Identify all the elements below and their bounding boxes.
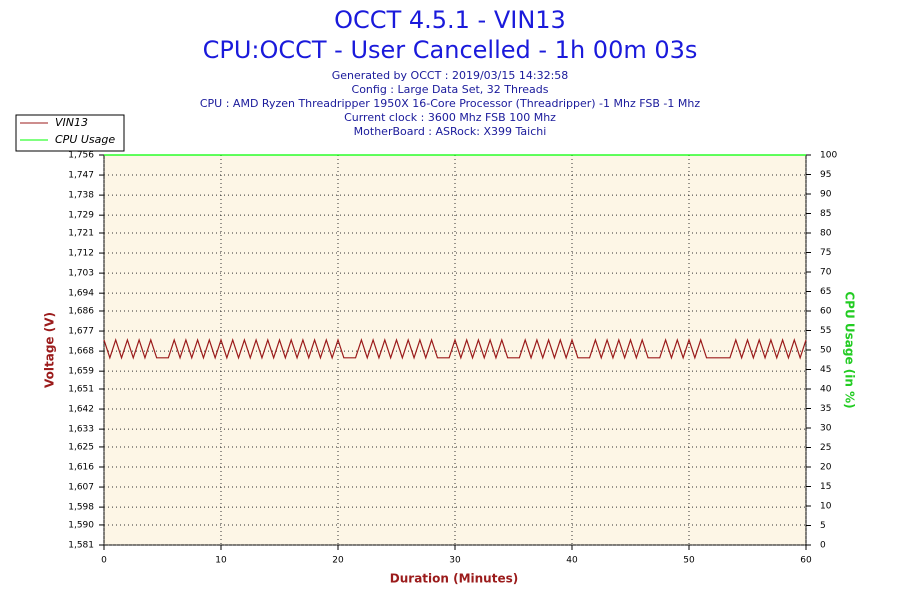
y2-tick-label: 55	[820, 326, 831, 336]
x-tick-label: 40	[566, 556, 578, 566]
y2-tick-label: 80	[820, 229, 832, 239]
y2-tick-label: 25	[820, 443, 831, 453]
info-line: Current clock : 3600 Mhz FSB 100 Mhz	[344, 111, 556, 124]
y2-tick-label: 15	[820, 482, 831, 492]
legend-label: CPU Usage	[55, 133, 115, 146]
y2-tick-label: 60	[820, 307, 832, 317]
info: Generated by OCCT : 2019/03/15 14:32:58C…	[200, 69, 700, 138]
y2-tick-label: 70	[820, 268, 832, 278]
axes: 1,581 1,590 1,598 1,607 1,616 1,625 1,633 1,642…	[68, 151, 837, 566]
y-tick-label: 1,642	[68, 405, 94, 415]
y-tick-label: 1,756	[68, 151, 94, 161]
plot-area	[103, 154, 807, 546]
y2-tick-label: 50	[820, 346, 832, 356]
y2-axis-label: CPU Usage (in %)	[843, 291, 857, 408]
y2-tick-label: 40	[820, 385, 832, 395]
y-tick-label: 1,694	[68, 289, 94, 299]
y-tick-label: 1,598	[68, 503, 94, 513]
info-line: MotherBoard : ASRock: X399 Taichi	[354, 125, 547, 138]
x-tick-label: 0	[101, 556, 107, 566]
y2-tick-label: 90	[820, 190, 832, 200]
y-tick-label: 1,721	[68, 229, 94, 239]
y-tick-label: 1,633	[68, 425, 94, 435]
x-tick-label: 50	[683, 556, 695, 566]
y-tick-label: 1,703	[68, 269, 94, 279]
y2-tick-label: 100	[820, 151, 837, 161]
y2-tick-label: 0	[820, 541, 826, 551]
y-tick-label: 1,712	[68, 249, 94, 259]
series-line	[103, 338, 807, 360]
y-tick-label: 1,625	[68, 442, 94, 452]
y-tick-label: 1,738	[68, 191, 94, 201]
info-line: Generated by OCCT : 2019/03/15 14:32:58	[332, 69, 569, 82]
grid	[103, 154, 807, 546]
legend-label: VIN13	[55, 116, 88, 129]
y2-tick-label: 10	[820, 502, 832, 512]
info-line: CPU : AMD Ryzen Threadripper 1950X 16-Co…	[200, 97, 700, 110]
y-tick-label: 1,659	[68, 367, 94, 377]
y2-tick-label: 35	[820, 404, 831, 414]
y-tick-label: 1,686	[68, 307, 94, 317]
y2-tick-label: 95	[820, 170, 831, 180]
y2-tick-label: 45	[820, 365, 831, 375]
y-tick-label: 1,668	[68, 347, 94, 357]
y2-tick-label: 30	[820, 424, 832, 434]
y-tick-label: 1,616	[68, 463, 94, 473]
y2-tick-label: 75	[820, 248, 831, 258]
legend: VIN13 CPU Usage	[15, 114, 125, 152]
x-tick-label: 20	[332, 556, 344, 566]
x-axis-label: Duration (Minutes)	[390, 572, 518, 586]
y2-tick-label: 85	[820, 209, 831, 219]
y-axis-label: Voltage (V)	[43, 312, 57, 388]
y2-tick-label: 65	[820, 287, 831, 297]
x-tick-label: 60	[800, 556, 812, 566]
chart-title: OCCT 4.5.1 - VIN13	[334, 6, 566, 34]
y-tick-label: 1,607	[68, 483, 94, 493]
y2-tick-label: 5	[820, 521, 826, 531]
info-line: Config : Large Data Set, 32 Threads	[352, 83, 549, 96]
y2-tick-label: 20	[820, 463, 832, 473]
y-tick-label: 1,651	[68, 385, 94, 395]
x-tick-label: 10	[215, 556, 227, 566]
chart-subtitle: CPU:OCCT - User Cancelled - 1h 00m 03s	[203, 36, 698, 64]
y-tick-label: 1,729	[68, 211, 94, 221]
y-tick-label: 1,590	[68, 520, 94, 530]
legend-box	[15, 114, 125, 152]
marks	[103, 154, 807, 360]
y-tick-label: 1,747	[68, 171, 94, 181]
y-tick-label: 1,677	[68, 327, 94, 337]
y-tick-label: 1,581	[68, 541, 94, 551]
x-tick-label: 30	[449, 556, 461, 566]
